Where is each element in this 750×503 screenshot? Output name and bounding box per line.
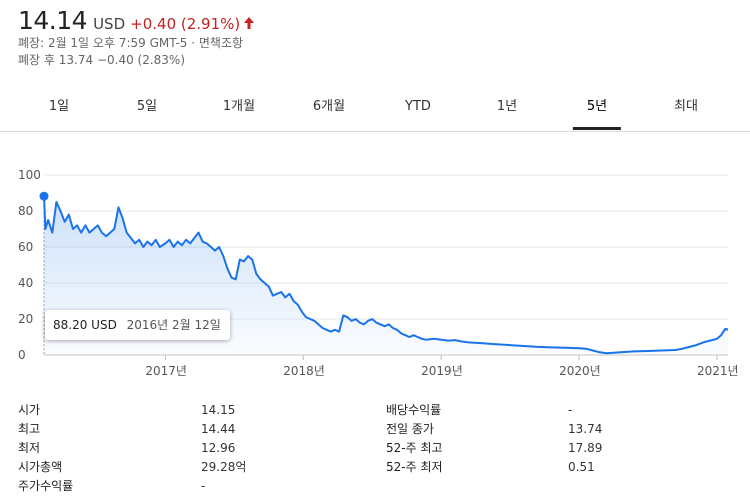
stat-label: 배당수익률 xyxy=(386,403,442,417)
after-hours-change: −0.40 (2.83%) xyxy=(96,53,186,67)
stat-row: 배당수익률 - xyxy=(386,401,726,420)
stat-label: 주가수익률 xyxy=(18,479,74,493)
highlight-point xyxy=(39,191,49,201)
stats-right-column: 배당수익률 - 전일 종가 13.74 52-주 최고 17.89 52-주 최저 0.51 xyxy=(386,401,726,477)
stat-row: 시가총액 29.28억 xyxy=(18,458,358,477)
stat-label: 최고 xyxy=(18,422,41,436)
stat-row: 52-주 최고 17.89 xyxy=(386,439,726,458)
stat-value: 14.15 xyxy=(201,403,236,417)
tab-6[interactable]: 5년 xyxy=(572,94,622,130)
x-tick-label: 2019년 xyxy=(421,364,463,378)
x-tick-label: 2021년 xyxy=(697,364,739,378)
price-row: 14.14 USD +0.40 (2.91%) xyxy=(18,6,255,35)
stat-value: 14.44 xyxy=(201,422,236,436)
stat-value: - xyxy=(568,403,573,417)
y-tick-label: 60 xyxy=(18,240,33,254)
stat-value: 13.74 xyxy=(568,422,603,436)
tab-0[interactable]: 1일 xyxy=(48,99,70,114)
series-line xyxy=(43,196,729,355)
closed-time-text: 폐장: 2월 1일 오후 7:59 GMT-5 · 면책조항 xyxy=(18,36,244,50)
price-change: +0.40 (2.91%) xyxy=(130,15,241,33)
y-tick-label: 0 xyxy=(18,348,26,362)
up-arrow-icon xyxy=(244,14,255,33)
y-tick-label: 80 xyxy=(18,204,33,218)
stat-value: 29.28억 xyxy=(201,460,247,474)
x-tick-label: 2017년 xyxy=(145,364,187,378)
current-price: 14.14 xyxy=(18,6,88,35)
price-chart[interactable]: 0 20 40 60 80 100 2017년 2018년 2019년 2020년 2021년 xyxy=(0,160,750,390)
tabs-divider xyxy=(0,131,750,132)
chart-tooltip: 88.20 USD 2016년 2월 12일 xyxy=(45,310,230,340)
tab-1[interactable]: 5일 xyxy=(136,99,158,114)
stat-row: 주가수익률 - xyxy=(18,477,358,496)
tab-2[interactable]: 1개월 xyxy=(222,99,256,114)
y-tick-label: 20 xyxy=(18,312,33,326)
stat-label: 전일 종가 xyxy=(386,422,434,436)
tab-5[interactable]: 1년 xyxy=(496,99,518,114)
stat-row: 전일 종가 13.74 xyxy=(386,420,726,439)
after-hours-price: 폐장 후 13.74 xyxy=(18,53,94,67)
stat-row: 시가 14.15 xyxy=(18,401,358,420)
tooltip-price: 88.20 USD xyxy=(53,318,117,332)
after-hours-line: 폐장 후 13.74 −0.40 (2.83%) xyxy=(18,52,254,69)
stat-value: - xyxy=(201,479,206,493)
stat-row: 최저 12.96 xyxy=(18,439,358,458)
stat-row: 최고 14.44 xyxy=(18,420,358,439)
stat-label: 시가 xyxy=(18,403,41,417)
stat-label: 52-주 최고 xyxy=(386,441,443,455)
tab-7[interactable]: 최대 xyxy=(674,99,698,114)
tab-3[interactable]: 6개월 xyxy=(312,99,346,114)
stat-value: 17.89 xyxy=(568,441,603,455)
stat-label: 최저 xyxy=(18,441,41,455)
stat-value: 12.96 xyxy=(201,441,236,455)
tooltip-date: 2016년 2월 12일 xyxy=(126,318,221,332)
tab-4[interactable]: YTD xyxy=(405,99,431,114)
range-tabs: 1일 5일 1개월 6개월 YTD 1년 5년 최대 xyxy=(0,94,750,132)
stat-label: 52-주 최저 xyxy=(386,460,443,474)
y-tick-label: 100 xyxy=(18,168,41,182)
y-tick-label: 40 xyxy=(18,276,33,290)
currency-label: USD xyxy=(93,15,126,33)
stat-row: 52-주 최저 0.51 xyxy=(386,458,726,477)
x-tick-label: 2020년 xyxy=(559,364,601,378)
x-tick-label: 2018년 xyxy=(283,364,325,378)
market-closed-line: 폐장: 2월 1일 오후 7:59 GMT-5 · 면책조항 xyxy=(18,35,254,52)
quote-header: 14.14 USD +0.40 (2.91%) 폐장: 2월 1일 오후 7:5… xyxy=(18,6,255,69)
stat-value: 0.51 xyxy=(568,460,595,474)
stat-label: 시가총액 xyxy=(18,460,63,474)
